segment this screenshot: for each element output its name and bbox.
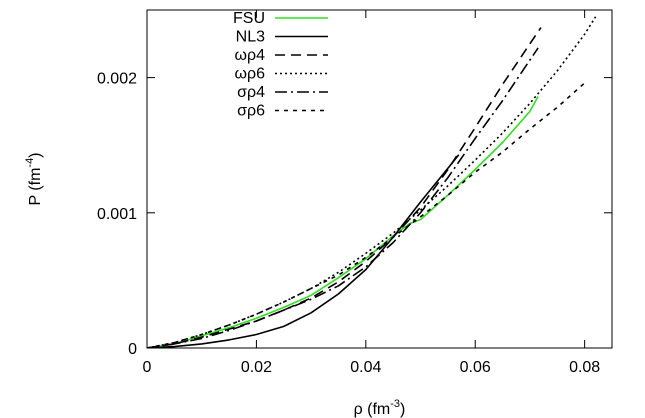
x-axis-label-tail: ) (400, 401, 405, 418)
y-axis-label-tail: ) (27, 152, 44, 157)
x-tick-label: 0.08 (569, 359, 600, 376)
series-line-2 (147, 154, 460, 348)
x-axis-label: ρ (fm-3) (354, 398, 406, 418)
x-tick-label: 0.04 (350, 359, 381, 376)
axes-layer: 0 0.02 0.04 0.06 0.08 0 0.001 0.002 (97, 9, 613, 376)
series-layer (147, 16, 597, 348)
series-line-1 (147, 96, 539, 348)
y-tick-label: 0.002 (97, 71, 137, 88)
x-tick-label: 0.02 (241, 359, 272, 376)
x-tick-label: 0.06 (460, 359, 491, 376)
plot-frame (146, 9, 613, 349)
plot-area (147, 10, 612, 348)
y-axis-label-main: P (fm (27, 168, 44, 206)
legend-label-5: σρ4 (237, 84, 265, 101)
series-line-5 (147, 47, 539, 348)
y-axis-label-sup: -4 (24, 158, 36, 168)
y-axis-label: P (fm-4) (24, 152, 44, 205)
legend-label-3: ωρ4 (235, 47, 266, 64)
legend-label-6: σρ6 (237, 103, 265, 120)
series-line-3 (147, 27, 542, 348)
legend-label-4: ωρ6 (235, 66, 266, 83)
plot-background (147, 10, 612, 348)
y-tick-label: 0 (128, 341, 137, 358)
series-line-6 (147, 82, 586, 348)
y-tick-label: 0.001 (97, 206, 137, 223)
series-line-4 (147, 16, 597, 348)
x-axis-label-main: ρ (fm (354, 401, 391, 418)
x-axis-label-sup: -3 (390, 398, 400, 410)
legend-label-1: FSU (233, 10, 265, 27)
legend-label-2: NL3 (236, 29, 265, 46)
x-tick-label: 0 (143, 359, 152, 376)
